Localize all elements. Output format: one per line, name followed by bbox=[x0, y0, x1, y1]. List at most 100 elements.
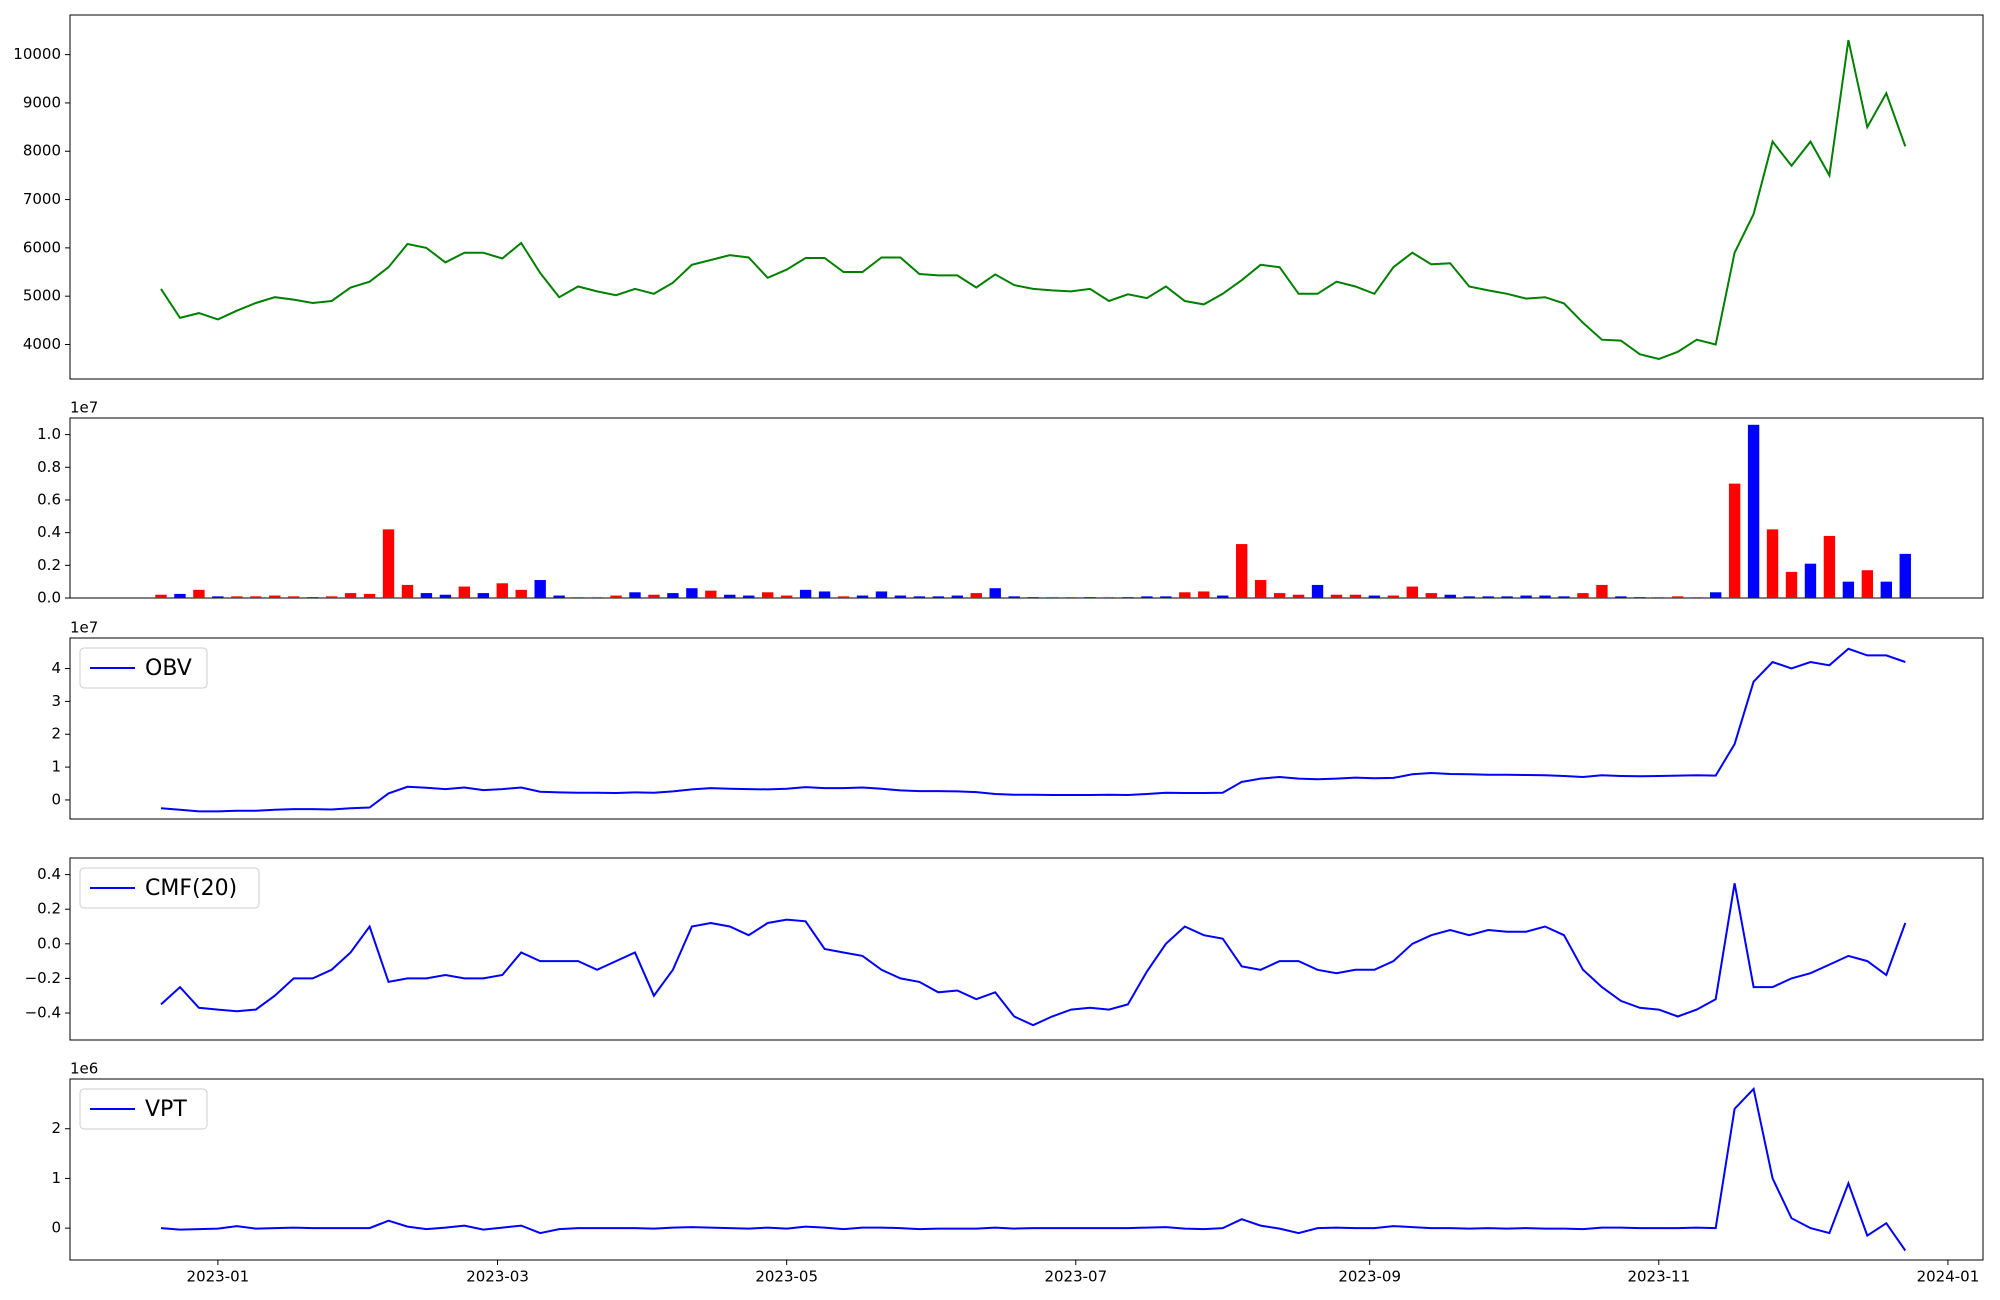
bar bbox=[1766, 529, 1779, 598]
bar bbox=[1311, 584, 1324, 598]
bar bbox=[212, 596, 224, 598]
legend-box bbox=[79, 647, 208, 689]
bar bbox=[1653, 597, 1665, 598]
plot-frame bbox=[69, 637, 1984, 820]
x-tick-label: 2023-05 bbox=[755, 1268, 818, 1286]
axis-offset: 1e7 bbox=[70, 619, 98, 637]
bar bbox=[780, 595, 793, 598]
y-tick-label: 1.0 bbox=[37, 425, 61, 443]
line-series bbox=[160, 883, 1907, 1027]
bar bbox=[1577, 593, 1589, 598]
x-tick-label: 2023-03 bbox=[466, 1268, 529, 1286]
bar bbox=[1785, 571, 1798, 598]
bar bbox=[818, 591, 831, 598]
bar bbox=[1747, 424, 1760, 598]
bar bbox=[288, 596, 300, 598]
y-tick-label: 8000 bbox=[23, 142, 61, 160]
bar bbox=[1823, 535, 1836, 598]
y-tick-label: 1 bbox=[51, 758, 61, 776]
bar bbox=[762, 592, 774, 598]
y-tick-label: 0.6 bbox=[37, 490, 61, 508]
legend-box bbox=[79, 1088, 208, 1130]
y-tick-label: 4 bbox=[51, 659, 61, 677]
plot-frame bbox=[69, 14, 1984, 380]
bar bbox=[743, 595, 755, 598]
bar bbox=[1444, 594, 1456, 598]
bar bbox=[231, 596, 243, 598]
axis-offset: 1e6 bbox=[70, 1060, 98, 1078]
bar bbox=[1709, 592, 1722, 598]
bar bbox=[420, 593, 433, 598]
axis-offset: 1e7 bbox=[70, 399, 98, 417]
bar bbox=[496, 583, 508, 598]
bar bbox=[648, 594, 660, 598]
y-tick-label: 0.0 bbox=[37, 589, 61, 607]
bar bbox=[1501, 596, 1513, 598]
legend-label: VPT bbox=[145, 1097, 187, 1122]
bar bbox=[989, 588, 1001, 598]
plot-frame bbox=[69, 857, 1984, 1041]
bar bbox=[1141, 596, 1153, 598]
bar bbox=[970, 593, 982, 598]
bar bbox=[1103, 597, 1115, 598]
bar bbox=[1273, 593, 1286, 598]
bar bbox=[1672, 596, 1684, 598]
y-tick-label: 0.0 bbox=[37, 934, 61, 952]
x-tick-label: 2023-09 bbox=[1338, 1268, 1401, 1286]
bar bbox=[1387, 595, 1400, 598]
plot-frame bbox=[69, 417, 1984, 599]
bar bbox=[1349, 594, 1362, 598]
y-tick-label: 4000 bbox=[23, 335, 61, 353]
bar bbox=[875, 591, 888, 598]
bar bbox=[325, 596, 338, 598]
x-tick-label: 2023-07 bbox=[1044, 1268, 1107, 1286]
bar bbox=[1198, 591, 1210, 598]
bar bbox=[477, 593, 490, 598]
bar bbox=[1861, 570, 1874, 598]
x-tick-label: 2023-11 bbox=[1627, 1268, 1690, 1286]
bar bbox=[610, 595, 622, 598]
bar bbox=[1634, 597, 1646, 598]
bar bbox=[1691, 597, 1703, 598]
bar bbox=[193, 589, 205, 598]
bar bbox=[401, 584, 414, 598]
bar bbox=[1084, 597, 1096, 598]
bar bbox=[1046, 597, 1058, 598]
bar bbox=[1330, 594, 1343, 598]
bar bbox=[591, 597, 603, 598]
bar bbox=[1596, 584, 1608, 598]
bar bbox=[1008, 596, 1020, 598]
line-series bbox=[160, 39, 1907, 361]
y-tick-label: −0.2 bbox=[25, 969, 61, 987]
bar bbox=[724, 594, 736, 598]
y-tick-label: 2 bbox=[51, 1119, 61, 1137]
bar bbox=[1122, 597, 1134, 598]
bar bbox=[306, 597, 319, 598]
bar bbox=[629, 592, 641, 598]
bar bbox=[1217, 595, 1229, 598]
bar bbox=[1615, 596, 1627, 598]
bar bbox=[1842, 581, 1855, 598]
bar bbox=[686, 588, 698, 598]
bar bbox=[1463, 596, 1475, 598]
x-tick-label: 2023-01 bbox=[187, 1268, 250, 1286]
y-tick-label: 6000 bbox=[23, 238, 61, 256]
bar bbox=[1406, 586, 1419, 598]
bar bbox=[458, 586, 471, 598]
y-tick-label: 3 bbox=[51, 692, 61, 710]
bar bbox=[515, 589, 527, 598]
bar bbox=[1728, 483, 1741, 598]
bar bbox=[1804, 563, 1817, 598]
bar bbox=[705, 590, 717, 598]
y-tick-label: 0.2 bbox=[37, 556, 61, 574]
line-series bbox=[160, 647, 1906, 813]
y-tick-label: 0.8 bbox=[37, 458, 61, 476]
bar bbox=[1520, 595, 1532, 598]
bar bbox=[572, 597, 584, 598]
y-tick-label: 2 bbox=[51, 725, 61, 743]
bar bbox=[1292, 594, 1305, 598]
bar bbox=[1482, 596, 1494, 598]
bar bbox=[382, 529, 395, 598]
bar bbox=[1425, 593, 1437, 598]
bar bbox=[932, 596, 945, 598]
